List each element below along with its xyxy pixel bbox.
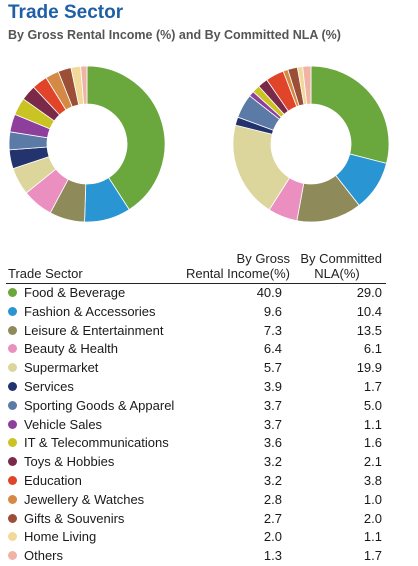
gross-rental-income-value: 9.6 xyxy=(263,303,282,319)
committed-nla-value: 29.0 xyxy=(356,285,382,300)
table-row: Home Living 2.0 1.1 xyxy=(6,528,386,547)
table-body: Food & Beverage 40.9 29.0 Fashion & Accesso… xyxy=(6,284,386,566)
sector-label: Toys & Hobbies xyxy=(24,454,115,470)
sector-label: Food & Beverage xyxy=(24,285,126,300)
table-row: Education 3.2 3.8 xyxy=(6,472,386,491)
legend-swatch xyxy=(8,457,17,467)
table-header: Trade Sector By Gross Rental Income(%) B… xyxy=(6,249,386,284)
gross-rental-income-value: 2.0 xyxy=(263,529,282,545)
donut-slice-s0-0 xyxy=(86,65,166,211)
legend-swatch xyxy=(8,475,17,485)
committed-nla-value: 1.7 xyxy=(363,378,382,394)
table-row: Sporting Goods & Apparel 3.7 5.0 xyxy=(6,397,386,416)
donut-slice-s1-14 xyxy=(302,65,312,105)
committed-nla-value: 1.0 xyxy=(363,491,382,507)
legend-swatch xyxy=(8,419,17,429)
sector-label: IT & Telecommunications xyxy=(24,435,169,451)
legend-swatch xyxy=(8,494,17,504)
header-nla-line1: By Committed xyxy=(300,251,382,266)
legend-swatch xyxy=(8,363,17,373)
committed-nla-value: 2.0 xyxy=(363,510,382,526)
trade-sector-table: Trade Sector By Gross Rental Income(%) B… xyxy=(6,249,386,566)
table-row: Services 3.9 1.7 xyxy=(6,378,386,397)
legend-swatch xyxy=(8,288,17,297)
committed-nla-value: 13.5 xyxy=(356,322,382,338)
header-committed-nla: By Committed NLA(%) xyxy=(292,251,382,281)
committed-nla-value: 6.1 xyxy=(363,341,382,357)
legend-swatch xyxy=(8,532,17,542)
gross-rental-income-value: 3.7 xyxy=(263,416,282,432)
header-gri-line1: By Gross xyxy=(236,251,290,266)
sector-label: Gifts & Souvenirs xyxy=(24,510,125,526)
committed-nla-value: 1.7 xyxy=(363,548,382,564)
committed-nla-value: 3.8 xyxy=(363,472,382,488)
legend-swatch xyxy=(8,344,17,354)
donut-chart-committed-nla xyxy=(232,65,390,223)
committed-nla-value: 1.6 xyxy=(363,435,382,451)
gross-rental-income-value: 3.2 xyxy=(263,472,282,488)
committed-nla-value: 1.1 xyxy=(363,529,382,545)
legend-swatch xyxy=(8,438,17,448)
sector-label: Beauty & Health xyxy=(24,341,118,357)
sector-label: Others xyxy=(24,548,64,564)
committed-nla-value: 1.1 xyxy=(363,416,382,432)
table-row: Vehicle Sales 3.7 1.1 xyxy=(6,416,386,435)
chart-title: Trade Sector xyxy=(8,2,124,23)
legend-swatch xyxy=(8,551,17,561)
table-row: Jewellery & Watches 2.8 1.0 xyxy=(6,491,386,510)
sector-label: Jewellery & Watches xyxy=(24,491,145,507)
table-row: Gifts & Souvenirs 2.7 2.0 xyxy=(6,510,386,529)
gross-rental-income-value: 2.7 xyxy=(263,510,282,526)
table-row: Beauty & Health 6.4 6.1 xyxy=(6,340,386,359)
gross-rental-income-value: 3.6 xyxy=(263,435,282,451)
donut-slice-s1-0 xyxy=(310,65,390,164)
sector-label: Services xyxy=(24,378,74,394)
gross-rental-income-value: 5.7 xyxy=(263,360,282,376)
legend-swatch xyxy=(8,513,17,523)
table-row: Toys & Hobbies 3.2 2.1 xyxy=(6,453,386,472)
committed-nla-value: 10.4 xyxy=(356,303,382,319)
header-nla-line2: NLA(%) xyxy=(314,266,360,281)
table-row: Food & Beverage 40.9 29.0 xyxy=(6,284,386,303)
legend-swatch xyxy=(8,306,17,316)
table-row: Others 1.3 1.7 xyxy=(6,547,386,566)
sector-label: Vehicle Sales xyxy=(24,416,103,432)
gross-rental-income-value: 3.9 xyxy=(263,378,282,394)
header-trade-sector: Trade Sector xyxy=(8,266,83,281)
gross-rental-income-value: 6.4 xyxy=(263,341,282,357)
donut-chart-gross-rental-income xyxy=(8,65,166,223)
gross-rental-income-value: 3.7 xyxy=(263,397,282,413)
gross-rental-income-value: 2.8 xyxy=(263,491,282,507)
legend-swatch xyxy=(8,381,17,391)
committed-nla-value: 19.9 xyxy=(356,360,382,376)
header-gross-rental-income: By Gross Rental Income(%) xyxy=(170,251,290,281)
header-gri-line2: Rental Income(%) xyxy=(185,266,290,281)
gross-rental-income-value: 1.3 xyxy=(263,548,282,564)
sector-label: Supermarket xyxy=(24,360,99,376)
chart-subtitle: By Gross Rental Income (%) and By Commit… xyxy=(8,28,341,42)
sector-label: Fashion & Accessories xyxy=(24,303,156,319)
gross-rental-income-value: 7.3 xyxy=(263,322,282,338)
legend-swatch xyxy=(8,325,17,335)
sector-label: Leisure & Entertainment xyxy=(24,322,164,338)
table-row: Leisure & Entertainment 7.3 13.5 xyxy=(6,322,386,341)
sector-label: Home Living xyxy=(24,529,97,545)
sector-label: Sporting Goods & Apparel xyxy=(24,397,175,413)
committed-nla-value: 2.1 xyxy=(363,454,382,470)
legend-swatch xyxy=(8,400,17,410)
committed-nla-value: 5.0 xyxy=(363,397,382,413)
gross-rental-income-value: 3.2 xyxy=(263,454,282,470)
donut-slice-s0-14 xyxy=(80,65,88,105)
table-row: IT & Telecommunications 3.6 1.6 xyxy=(6,434,386,453)
table-row: Supermarket 5.7 19.9 xyxy=(6,359,386,378)
gross-rental-income-value: 40.9 xyxy=(256,285,282,300)
sector-label: Education xyxy=(24,472,82,488)
table-row: Fashion & Accessories 9.6 10.4 xyxy=(6,303,386,322)
